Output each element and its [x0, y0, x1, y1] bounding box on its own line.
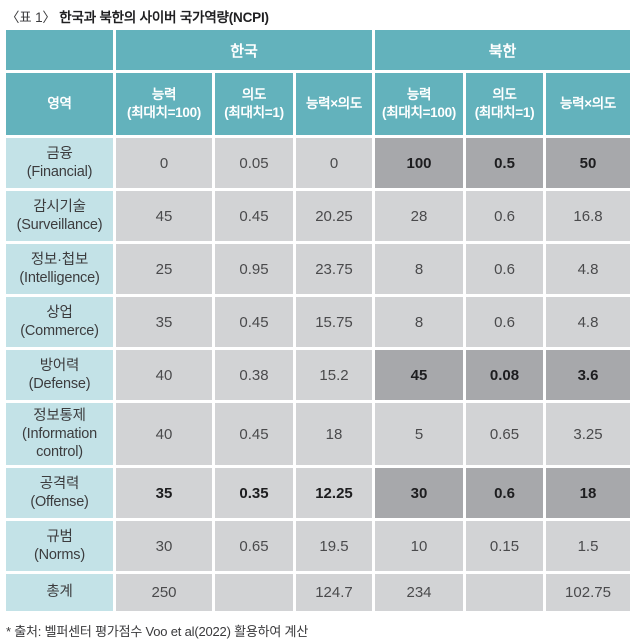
data-cell: 0.08	[466, 350, 543, 400]
table-header: 한국 북한 영역 능력 (최대치=100) 의도 (최대치=1) 능력×의도 능…	[6, 30, 630, 135]
data-cell: 18	[546, 468, 630, 518]
row-label: 총계	[6, 574, 113, 611]
table-title-main: 한국과 북한의 사이버 국가역량(NCPI)	[59, 10, 269, 25]
data-cell: 0.45	[215, 191, 293, 241]
table-row: 정보통제 (Information control) 40 0.45 18 5 0.65 3…	[6, 403, 630, 465]
data-cell: 4.8	[546, 244, 630, 294]
data-cell: 0	[296, 138, 372, 188]
table-title: 〈표 1〉 한국과 북한의 사이버 국가역량(NCPI)	[0, 0, 639, 26]
row-label: 공격력 (Offense)	[6, 468, 113, 518]
data-cell: 0.38	[215, 350, 293, 400]
data-cell: 0.65	[466, 403, 543, 465]
group-header-korea: 한국	[116, 30, 372, 70]
data-cell: 10	[375, 521, 463, 571]
source-footnote: * 출처: 벨퍼센터 평가점수 Voo et al(2022) 활용하여 계산	[6, 624, 309, 639]
data-cell: 35	[116, 297, 212, 347]
data-cell: 40	[116, 350, 212, 400]
data-cell: 30	[375, 468, 463, 518]
data-cell: 15.75	[296, 297, 372, 347]
data-cell: 15.2	[296, 350, 372, 400]
column-header-nk-capability: 능력 (최대치=100)	[375, 73, 463, 135]
data-cell: 25	[116, 244, 212, 294]
data-cell: 5	[375, 403, 463, 465]
table-row: 총계 250 124.7 234 102.75	[6, 574, 630, 611]
data-cell: 35	[116, 468, 212, 518]
data-cell: 0.45	[215, 403, 293, 465]
column-header-kr-product: 능력×의도	[296, 73, 372, 135]
table-body: 금융 (Financial) 0 0.05 0 100 0.5 50 감시기술 (Survei…	[6, 138, 630, 611]
data-cell: 0.05	[215, 138, 293, 188]
column-header-nk-product: 능력×의도	[546, 73, 630, 135]
data-cell: 28	[375, 191, 463, 241]
data-cell: 0.6	[466, 191, 543, 241]
data-cell: 0.65	[215, 521, 293, 571]
ncpi-table: 한국 북한 영역 능력 (최대치=100) 의도 (최대치=1) 능력×의도 능…	[3, 27, 633, 614]
data-cell: 20.25	[296, 191, 372, 241]
table-row: 공격력 (Offense) 35 0.35 12.25 30 0.6 18	[6, 468, 630, 518]
data-cell: 250	[116, 574, 212, 611]
row-label: 상업 (Commerce)	[6, 297, 113, 347]
data-cell: 3.6	[546, 350, 630, 400]
data-cell: 8	[375, 297, 463, 347]
data-cell: 1.5	[546, 521, 630, 571]
column-header-nk-intent: 의도 (최대치=1)	[466, 73, 543, 135]
data-cell: 30	[116, 521, 212, 571]
table-row: 정보·첩보 (Intelligence) 25 0.95 23.75 8 0.6 4.8	[6, 244, 630, 294]
row-label: 감시기술 (Surveillance)	[6, 191, 113, 241]
data-cell: 0.95	[215, 244, 293, 294]
row-label: 정보·첩보 (Intelligence)	[6, 244, 113, 294]
row-label: 규범 (Norms)	[6, 521, 113, 571]
data-cell: 45	[116, 191, 212, 241]
row-label: 방어력 (Defense)	[6, 350, 113, 400]
data-cell: 0.45	[215, 297, 293, 347]
data-cell: 0.6	[466, 244, 543, 294]
data-cell: 8	[375, 244, 463, 294]
data-cell: 18	[296, 403, 372, 465]
table-row: 금융 (Financial) 0 0.05 0 100 0.5 50	[6, 138, 630, 188]
data-cell: 0	[116, 138, 212, 188]
row-label: 금융 (Financial)	[6, 138, 113, 188]
data-cell: 50	[546, 138, 630, 188]
row-label: 정보통제 (Information control)	[6, 403, 113, 465]
column-header-kr-intent: 의도 (최대치=1)	[215, 73, 293, 135]
table-row: 방어력 (Defense) 40 0.38 15.2 45 0.08 3.6	[6, 350, 630, 400]
table-title-prefix: 〈표 1〉	[6, 10, 56, 25]
corner-cell	[6, 30, 113, 70]
data-cell: 16.8	[546, 191, 630, 241]
column-header-domain: 영역	[6, 73, 113, 135]
data-cell: 40	[116, 403, 212, 465]
data-cell	[215, 574, 293, 611]
data-cell: 3.25	[546, 403, 630, 465]
data-cell: 12.25	[296, 468, 372, 518]
column-header-kr-capability: 능력 (최대치=100)	[116, 73, 212, 135]
data-cell: 100	[375, 138, 463, 188]
table-row: 감시기술 (Surveillance) 45 0.45 20.25 28 0.6 16.8	[6, 191, 630, 241]
data-cell: 102.75	[546, 574, 630, 611]
data-cell: 0.5	[466, 138, 543, 188]
data-cell: 234	[375, 574, 463, 611]
table-row: 규범 (Norms) 30 0.65 19.5 10 0.15 1.5	[6, 521, 630, 571]
data-cell	[466, 574, 543, 611]
data-cell: 0.35	[215, 468, 293, 518]
data-cell: 0.15	[466, 521, 543, 571]
data-cell: 23.75	[296, 244, 372, 294]
data-cell: 45	[375, 350, 463, 400]
group-header-north-korea: 북한	[375, 30, 630, 70]
data-cell: 19.5	[296, 521, 372, 571]
data-cell: 4.8	[546, 297, 630, 347]
data-cell: 0.6	[466, 297, 543, 347]
data-cell: 0.6	[466, 468, 543, 518]
data-cell: 124.7	[296, 574, 372, 611]
table-row: 상업 (Commerce) 35 0.45 15.75 8 0.6 4.8	[6, 297, 630, 347]
